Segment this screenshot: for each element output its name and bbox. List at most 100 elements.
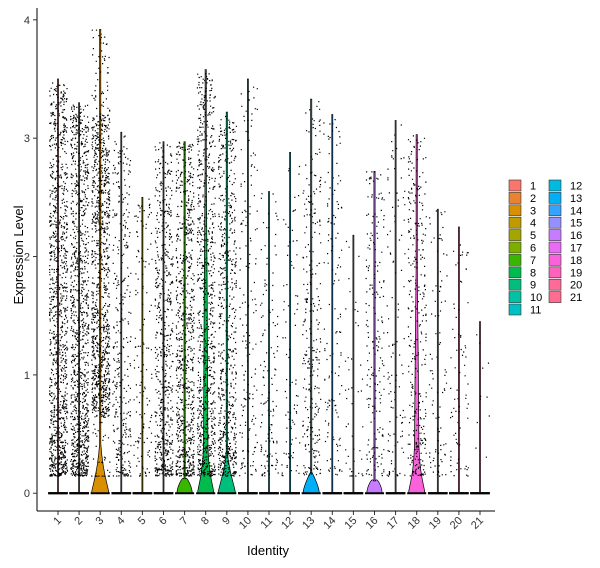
x-tick-label-11: 11	[259, 515, 276, 532]
legend-label-20: 20	[570, 280, 582, 292]
x-tick-label-2: 2	[72, 515, 85, 528]
legend-swatch-1	[508, 179, 522, 192]
legend-swatch-20	[548, 278, 562, 291]
legend-swatch-21	[548, 291, 562, 303]
zero-points-8	[196, 492, 216, 495]
legend-swatch-6	[508, 241, 522, 254]
x-tick-label-6: 6	[157, 515, 170, 528]
jitter-points-11	[260, 193, 279, 477]
zero-points-13	[301, 492, 321, 495]
legend-label-5: 5	[530, 230, 536, 242]
legend-swatch-14	[548, 204, 562, 217]
legend-label-2: 2	[530, 193, 536, 205]
zero-points-15	[343, 492, 363, 495]
zero-points-17	[386, 492, 406, 495]
legend-label-8: 8	[530, 267, 536, 279]
violin-15	[343, 234, 364, 495]
zero-points-19	[428, 492, 448, 495]
violin-16	[366, 170, 383, 494]
x-tick-label-4: 4	[115, 515, 128, 528]
x-tick-label-21: 21	[469, 515, 486, 532]
y-tick-label-3: 3	[24, 133, 30, 145]
legend-swatch-16	[548, 229, 562, 241]
jitter-points-1	[49, 82, 69, 477]
legend-swatch-12	[548, 179, 562, 192]
zero-points-9	[217, 492, 237, 495]
x-tick-label-13: 13	[300, 515, 317, 532]
jitter-points-2	[70, 104, 90, 477]
zero-points-18	[407, 492, 427, 495]
y-tick-label-0: 0	[24, 488, 30, 500]
x-axis-title: Identity	[247, 543, 289, 558]
jitter-points-14	[323, 119, 343, 476]
legend-swatch-5	[508, 229, 522, 241]
legend-swatch-11	[508, 303, 522, 316]
legend-swatch-3	[508, 204, 522, 217]
jitter-points-8	[196, 73, 216, 477]
zero-points-1	[48, 492, 68, 495]
y-tick-label-2: 2	[24, 252, 30, 264]
x-tick-label-15: 15	[342, 515, 359, 532]
x-tick-label-1: 1	[51, 515, 64, 528]
jitter-points-7	[175, 141, 195, 477]
legend-swatch-8	[508, 266, 522, 279]
legend-label-6: 6	[530, 243, 536, 255]
legend-label-19: 19	[570, 267, 582, 279]
violin-5	[132, 197, 153, 495]
zero-points-6	[153, 492, 174, 495]
violin-17	[385, 120, 406, 495]
legend-label-16: 16	[570, 230, 582, 242]
legend-label-10: 10	[530, 292, 542, 304]
jitter-points-6	[154, 142, 174, 477]
zero-points-10	[238, 492, 258, 495]
zero-points-20	[449, 492, 469, 495]
legend-label-7: 7	[530, 255, 536, 267]
x-tick-label-7: 7	[178, 515, 191, 528]
violin-13	[302, 98, 320, 494]
x-tick-label-12: 12	[279, 515, 296, 532]
legend-label-9: 9	[530, 280, 536, 292]
zero-points-5	[132, 492, 152, 495]
zero-points-3	[90, 492, 110, 495]
legend-swatch-17	[548, 241, 562, 254]
zero-points-4	[111, 492, 131, 495]
jitter-points-4	[112, 135, 132, 477]
jitter-points-layer	[48, 29, 490, 495]
jitter-points-3	[91, 29, 111, 477]
jitter-points-21	[475, 334, 490, 458]
x-tick-label-17: 17	[385, 515, 402, 532]
legend-swatch-2	[508, 192, 522, 204]
zero-points-21	[470, 492, 490, 495]
legend-swatch-19	[548, 266, 562, 279]
zero-points-12	[280, 492, 300, 495]
violins-layer	[48, 28, 490, 495]
legend-label-17: 17	[570, 243, 582, 255]
violin-21	[470, 321, 490, 495]
legend-label-18: 18	[570, 255, 582, 267]
legend-label-15: 15	[570, 218, 582, 230]
jitter-points-13	[302, 101, 322, 476]
legend-swatch-7	[508, 254, 522, 266]
violin-10	[238, 78, 258, 495]
violin-11	[259, 191, 279, 495]
x-tick-label-18: 18	[406, 515, 423, 532]
x-tick-label-9: 9	[220, 515, 233, 528]
legend-swatch-15	[548, 216, 562, 229]
zero-points-7	[175, 492, 195, 495]
x-tick-label-20: 20	[448, 515, 465, 532]
legend-label-3: 3	[530, 205, 536, 217]
x-tick-label-5: 5	[136, 515, 149, 528]
legend-swatch-18	[548, 254, 562, 266]
y-axis-title: Expression Level	[11, 205, 26, 304]
legend-swatch-4	[508, 216, 522, 229]
legend-label-14: 14	[570, 205, 582, 217]
legend-label-1: 1	[530, 181, 536, 193]
legend-label-21: 21	[570, 292, 582, 304]
zero-points-14	[322, 492, 342, 495]
zero-points-11	[259, 492, 279, 495]
legend-label-4: 4	[530, 218, 536, 230]
violin-20	[449, 226, 469, 495]
x-tick-label-16: 16	[363, 515, 380, 532]
